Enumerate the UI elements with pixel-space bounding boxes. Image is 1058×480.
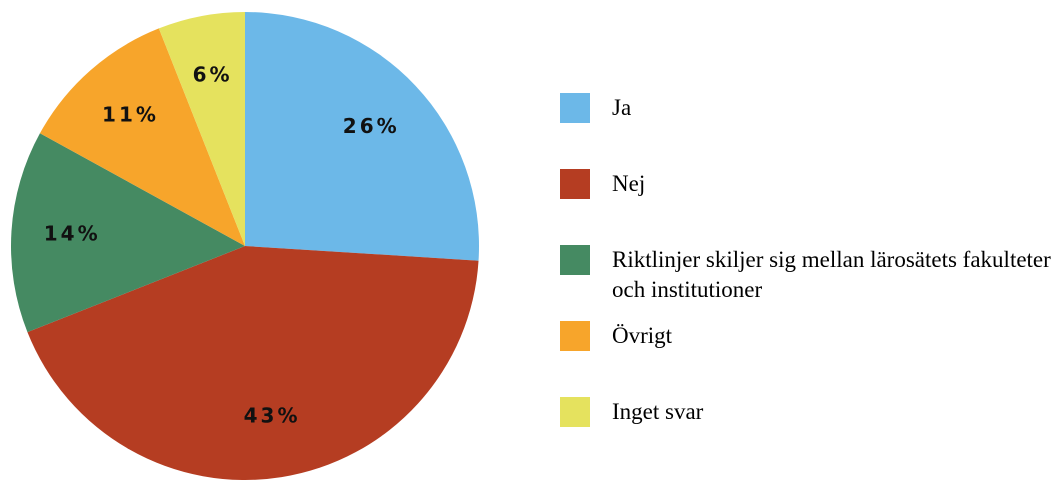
slice-label: 14% bbox=[44, 222, 101, 246]
legend-label: Övrigt bbox=[612, 323, 673, 348]
pie-slice bbox=[27, 246, 479, 480]
pie-slice bbox=[11, 133, 245, 333]
legend-swatch bbox=[560, 93, 590, 123]
slice-label: 6% bbox=[193, 62, 233, 86]
legend-swatch bbox=[560, 169, 590, 199]
slice-label: 43% bbox=[244, 404, 301, 428]
legend-item: Övrigt bbox=[560, 321, 1058, 351]
legend-item: Nej bbox=[560, 169, 1058, 199]
legend-item: Inget svar bbox=[560, 397, 1058, 427]
legend-swatch bbox=[560, 321, 590, 351]
pie-slice bbox=[245, 12, 480, 261]
legend-label: Nej bbox=[612, 171, 646, 196]
legend-swatch bbox=[560, 245, 590, 275]
legend-label: Inget svar bbox=[612, 399, 704, 424]
legend-label: Ja bbox=[612, 95, 632, 120]
pie-slice bbox=[39, 28, 245, 247]
slice-label: 26% bbox=[343, 114, 400, 138]
legend-item: Riktlinjer skiljer sig mellan lärosätets… bbox=[560, 245, 1058, 305]
slice-label: 11% bbox=[102, 103, 159, 127]
pie-slice bbox=[158, 12, 245, 246]
legend-swatch bbox=[560, 397, 590, 427]
legend-item: Ja bbox=[560, 93, 1058, 123]
legend-label: Riktlinjer skiljer sig mellan lärosätets… bbox=[612, 247, 1051, 302]
